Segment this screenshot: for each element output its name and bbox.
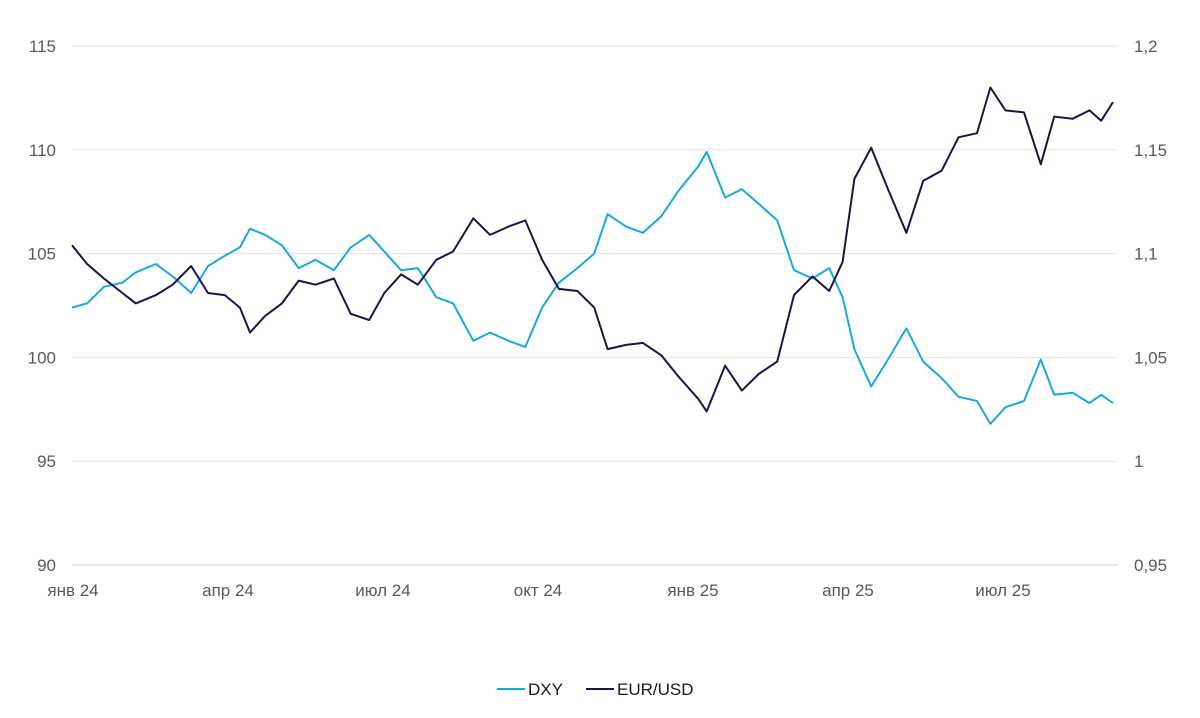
left-tick-label: 90 <box>37 556 56 575</box>
x-tick-label: янв 25 <box>667 581 718 600</box>
right-tick-label: 1,1 <box>1134 245 1158 264</box>
left-tick-label: 105 <box>28 245 56 264</box>
x-tick-label: июл 24 <box>355 581 410 600</box>
series-line-dxy <box>71 150 1114 425</box>
legend-label-dxy: DXY <box>528 680 563 699</box>
x-tick-label: апр 24 <box>202 581 254 600</box>
x-tick-label: апр 25 <box>822 581 874 600</box>
right-tick-label: 0,95 <box>1134 556 1167 575</box>
left-tick-label: 100 <box>28 348 56 367</box>
right-y-axis: 0,95 1 1,05 1,1 1,15 1,2 <box>1134 37 1167 575</box>
x-tick-label: окт 24 <box>514 581 563 600</box>
left-y-axis: 90 95 100 105 110 115 <box>28 37 56 575</box>
left-tick-label: 110 <box>29 141 56 160</box>
legend: DXY EUR/USD <box>497 680 694 699</box>
x-tick-label: янв 24 <box>47 581 98 600</box>
right-tick-label: 1,05 <box>1134 348 1167 367</box>
legend-label-eur-usd: EUR/USD <box>617 680 694 699</box>
right-tick-label: 1,15 <box>1134 141 1167 160</box>
series-lines <box>71 86 1114 425</box>
left-tick-label: 115 <box>29 37 56 56</box>
x-tick-label: июл 25 <box>975 581 1030 600</box>
left-tick-label: 95 <box>37 452 56 471</box>
right-tick-label: 1 <box>1134 452 1143 471</box>
gridlines <box>72 45 1118 566</box>
right-tick-label: 1,2 <box>1134 37 1158 56</box>
x-axis: янв 24 апр 24 июл 24 окт 24 янв 25 апр 25 июл … <box>47 581 1030 600</box>
series-line-eur-usd <box>71 86 1114 413</box>
